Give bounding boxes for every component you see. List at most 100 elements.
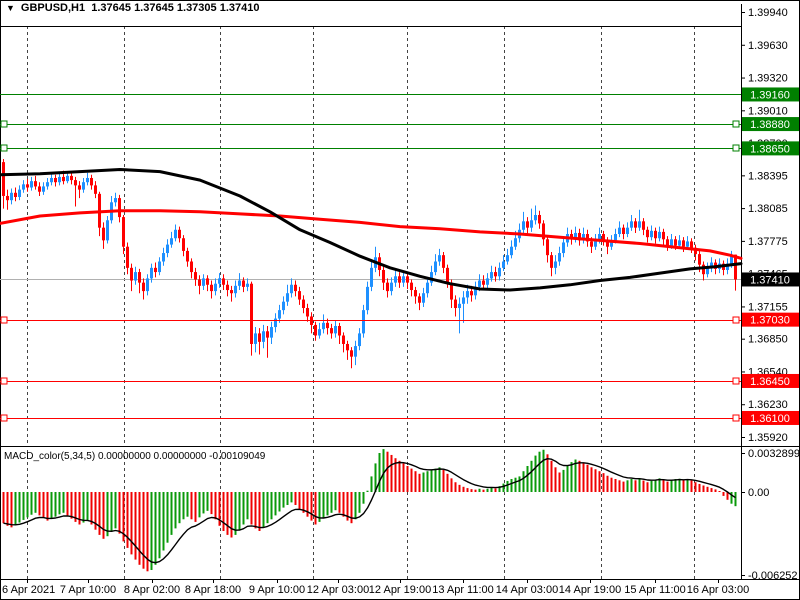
- candle-body: [706, 267, 709, 275]
- macd-axis-label: -0.006252: [748, 570, 798, 582]
- candle-body: [626, 227, 629, 235]
- line-drag-marker[interactable]: [0, 144, 8, 152]
- bar-close-value: 1.37410: [219, 2, 260, 14]
- candle-body: [330, 328, 333, 334]
- candle-body: [558, 253, 561, 262]
- candle-body: [274, 318, 277, 328]
- candle-body: [178, 229, 181, 239]
- candle-body: [554, 261, 557, 268]
- line-drag-marker[interactable]: [732, 144, 740, 152]
- candle-body: [690, 241, 693, 248]
- candle-body: [222, 278, 225, 285]
- line-drag-marker[interactable]: [732, 120, 740, 128]
- candle-body: [450, 282, 453, 300]
- candle-body: [426, 282, 429, 294]
- symbol-dropdown-icon[interactable]: ▼: [6, 3, 15, 13]
- candle-body: [470, 291, 473, 296]
- candle-body: [326, 322, 329, 329]
- price-tick-label: 1.38085: [748, 203, 788, 215]
- candle-body: [346, 343, 349, 351]
- candle-body: [26, 184, 29, 188]
- line-drag-marker[interactable]: [732, 316, 740, 324]
- line-drag-marker[interactable]: [732, 377, 740, 385]
- candle-body: [538, 214, 541, 224]
- line-drag-marker[interactable]: [732, 414, 740, 422]
- candle-body: [142, 282, 145, 292]
- candle-body: [490, 272, 493, 279]
- candle-body: [506, 255, 509, 262]
- price-level-badge: [742, 141, 799, 156]
- candle-body: [402, 276, 405, 283]
- candle-body: [58, 176, 61, 183]
- candle-body: [130, 267, 133, 281]
- candle-body: [686, 241, 689, 247]
- candle-body: [302, 299, 305, 309]
- candle-body: [86, 177, 89, 183]
- candle-body: [286, 293, 289, 302]
- candle-body: [230, 290, 233, 294]
- line-drag-marker[interactable]: [0, 120, 8, 128]
- candle-body: [618, 227, 621, 235]
- candle-body: [602, 234, 605, 241]
- candle-body: [290, 284, 293, 294]
- macd-signal-line: [3, 458, 736, 564]
- chart-ohlc-header: ▼ GBPUSD,H1 1.37645 1.37645 1.37305 1.374…: [6, 2, 259, 14]
- candle-body: [526, 221, 529, 228]
- candle-body: [542, 223, 545, 240]
- candle-body: [146, 278, 149, 292]
- candle-body: [2, 162, 5, 196]
- candle-body: [498, 267, 501, 277]
- candle-body: [646, 229, 649, 238]
- candle-body: [586, 234, 589, 242]
- candle-body: [158, 261, 161, 273]
- candle-body: [674, 239, 677, 246]
- candle-body: [354, 346, 357, 357]
- candle-body: [138, 272, 141, 283]
- candle-body: [82, 182, 85, 190]
- candle-body: [210, 284, 213, 292]
- line-drag-marker[interactable]: [0, 377, 8, 385]
- macd-axis-label: 0.00: [748, 487, 769, 499]
- price-tick-label: 1.35920: [748, 432, 788, 444]
- candle-body: [510, 246, 513, 256]
- candle-body: [590, 241, 593, 247]
- candle-body: [446, 267, 449, 283]
- candle-body: [494, 272, 497, 277]
- macd-axis-label: 0.0032899: [748, 448, 800, 460]
- candle-body: [314, 324, 317, 336]
- candle-body: [134, 272, 137, 281]
- candle-body: [578, 232, 581, 241]
- time-axis-label: 14 Apr 19:00: [559, 584, 621, 596]
- symbol-period-label: GBPUSD,H1: [20, 2, 86, 14]
- candle-body: [682, 240, 685, 247]
- candle-body: [530, 220, 533, 228]
- time-axis-label: 7 Apr 10:00: [60, 584, 116, 596]
- candle-body: [182, 238, 185, 251]
- candle-body: [202, 278, 205, 286]
- candle-body: [246, 283, 249, 287]
- candle-body: [534, 214, 537, 221]
- price-level-badge: [742, 312, 799, 327]
- candle-body: [654, 230, 657, 239]
- line-drag-marker[interactable]: [0, 316, 8, 324]
- candle-body: [486, 278, 489, 285]
- price-tick-label: 1.36230: [748, 399, 788, 411]
- candle-body: [638, 221, 641, 228]
- candle-body: [10, 192, 13, 201]
- price-level-badge-text: 1.37030: [750, 315, 790, 327]
- candle-body: [650, 230, 653, 238]
- candle-body: [678, 240, 681, 246]
- price-tick-label: 1.37155: [748, 301, 788, 313]
- line-drag-marker[interactable]: [0, 414, 8, 422]
- candle-body: [50, 177, 53, 183]
- candle-body: [362, 310, 365, 334]
- candle-body: [406, 276, 409, 283]
- candle-body: [466, 291, 469, 298]
- price-level-badge-text: 1.39160: [750, 89, 790, 101]
- candle-body: [582, 234, 585, 241]
- price-level-badge-text: 1.36100: [750, 413, 790, 425]
- candle-body: [418, 296, 421, 303]
- price-level-badge: [742, 410, 799, 425]
- candle-body: [90, 177, 93, 186]
